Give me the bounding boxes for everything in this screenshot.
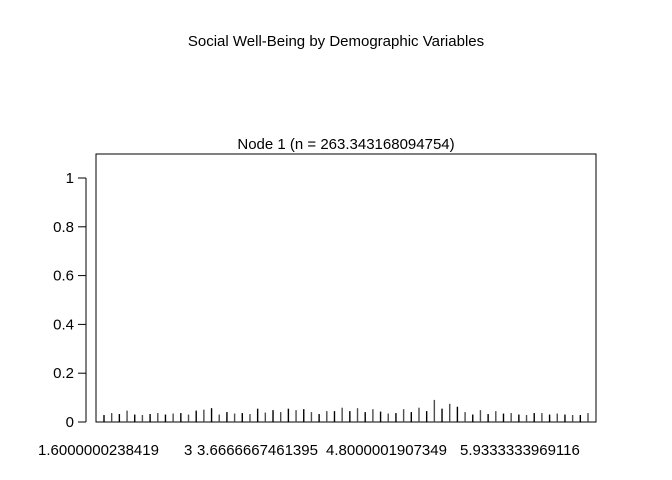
y-tick-label: 1 [66, 170, 74, 187]
plot-frame [95, 153, 597, 423]
y-tick-label: 0.2 [53, 365, 74, 382]
x-tick-label: 5.9333333969116 [460, 442, 580, 459]
y-tick-label: 0 [66, 414, 74, 431]
x-tick-label: 3.6666667461395 [197, 442, 318, 459]
y-ticks: 0 0.2 0.4 0.6 0.8 1 [53, 170, 86, 431]
x-tick-label: 4.8000001907349 [326, 442, 447, 459]
y-tick-label: 0.8 [53, 219, 74, 236]
x-tick-label: 1.6000000238419 [38, 442, 159, 459]
chart-title: Node 1 (n = 263.343168094754) [237, 136, 454, 153]
x-tick-labels: 1.6000000238419 3 3.6666667461395 4.8000001… [38, 442, 580, 459]
y-tick-label: 0.6 [53, 268, 74, 285]
page-title: Social Well-Being by Demographic Variabl… [188, 33, 484, 50]
bars [103, 399, 589, 422]
y-tick-label: 0.4 [53, 316, 74, 333]
x-tick-label: 3 [184, 442, 192, 459]
